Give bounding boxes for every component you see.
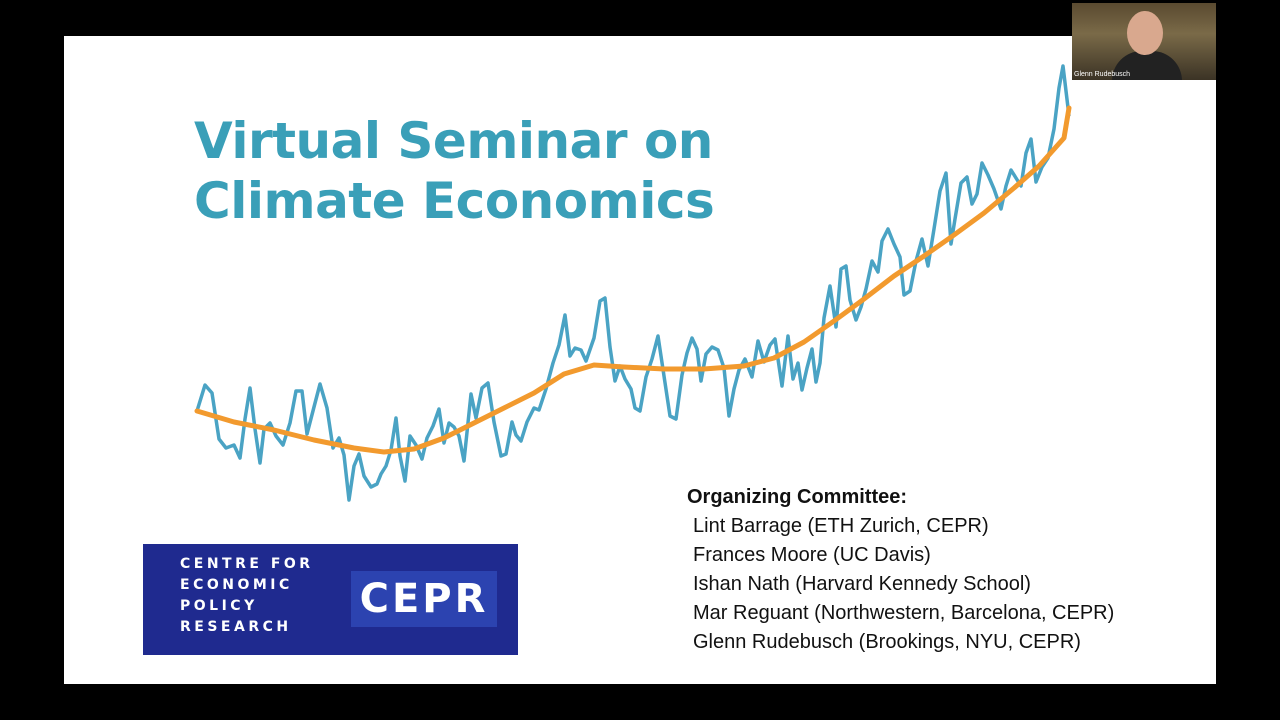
- logo-acronym: CEPR: [351, 571, 497, 627]
- logo-text: RESEARCH: [180, 619, 292, 635]
- committee-member: Mar Reguant (Northwestern, Barcelona, CE…: [693, 602, 1115, 624]
- committee-member: Glenn Rudebusch (Brookings, NYU, CEPR): [693, 631, 1081, 653]
- logo-text: ECONOMIC: [180, 577, 293, 593]
- committee-member: Ishan Nath (Harvard Kennedy School): [693, 573, 1031, 595]
- cepr-logo: CENTRE FOR ECONOMIC POLICY RESEARCH CEPR: [143, 544, 518, 655]
- participant-video[interactable]: Glenn Rudebusch: [1072, 3, 1216, 80]
- slide-title: Climate Economics: [194, 172, 715, 230]
- logo-text: POLICY: [180, 598, 258, 614]
- trend-line: [194, 105, 1072, 455]
- committee-heading: Organizing Committee:: [687, 486, 908, 508]
- committee: Organizing Committee: Lint Barrage (ETH …: [687, 483, 1114, 657]
- logo-text: CENTRE FOR: [180, 556, 314, 572]
- temperature-line: [195, 64, 1071, 502]
- committee-member: Lint Barrage (ETH Zurich, CEPR): [693, 515, 989, 537]
- participant-name: Glenn Rudebusch: [1074, 71, 1131, 78]
- committee-member: Frances Moore (UC Davis): [693, 544, 931, 566]
- video-person: [1127, 11, 1163, 55]
- decorative-graph: [194, 64, 1072, 502]
- slide: Virtual Seminar on Climate Economics CEN…: [64, 36, 1216, 684]
- slide-title: Virtual Seminar on: [194, 112, 713, 170]
